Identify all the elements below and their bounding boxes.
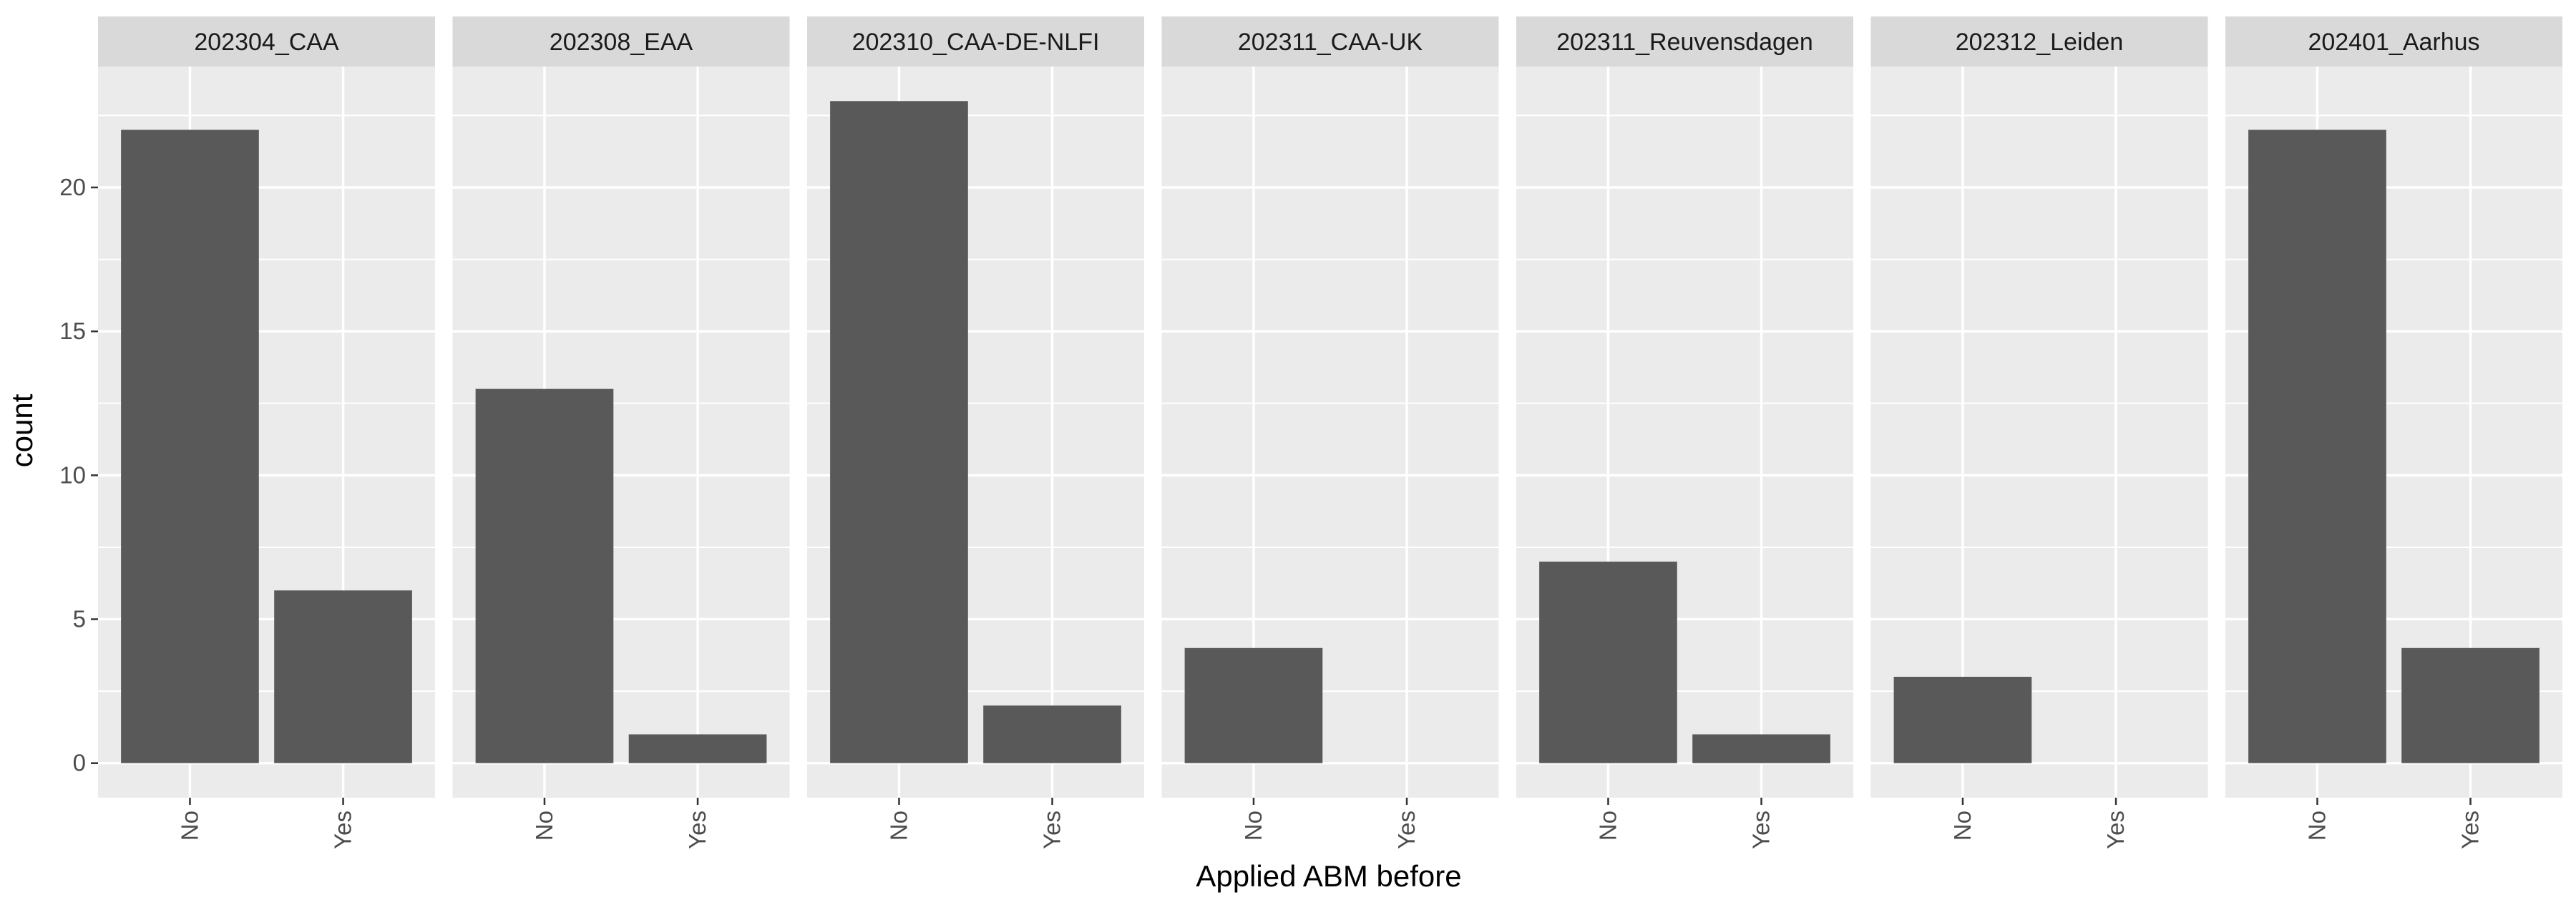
facet-strip — [1161, 16, 1499, 67]
bar — [2401, 647, 2540, 763]
facet-strip — [98, 16, 435, 67]
x-tick-label: Yes — [330, 811, 356, 849]
x-tick-label: No — [885, 811, 912, 841]
x-tick-label: No — [1949, 811, 1976, 841]
bar — [983, 705, 1121, 763]
facet-strip-label: 202304_CAA — [194, 29, 339, 56]
bar — [475, 388, 614, 763]
facet-strip — [1870, 16, 2208, 67]
y-tick-label: 10 — [59, 461, 86, 488]
bar — [1692, 734, 1830, 763]
bar — [1539, 562, 1677, 763]
bar — [2248, 129, 2386, 763]
facet-panel: 202312_Leiden No Yes — [1870, 16, 2208, 849]
x-axis-title: Applied ABM before — [1196, 859, 1461, 893]
facet-strip — [807, 16, 1144, 67]
x-tick-label: Yes — [1039, 811, 1065, 849]
facet-panel: 202401_Aarhus No Yes — [2225, 16, 2562, 849]
y-tick-label: 15 — [59, 318, 86, 344]
facet-strip — [1516, 16, 1853, 67]
x-tick-label: Yes — [684, 811, 711, 849]
y-tick-label: 0 — [73, 750, 86, 776]
x-tick-label: No — [176, 811, 203, 841]
facet-panel: 202304_CAA No Yes — [98, 16, 435, 849]
bar — [1893, 677, 2032, 763]
facet-strip-label: 202308_EAA — [550, 29, 693, 56]
facet-panel: 202308_EAA No Yes — [452, 16, 790, 849]
bar — [1184, 647, 1323, 763]
x-tick-label: Yes — [2102, 811, 2129, 849]
x-tick-label: Yes — [1748, 811, 1775, 849]
facet-strip-label: 202401_Aarhus — [2308, 29, 2479, 56]
bar — [830, 101, 968, 763]
facet-strip-label: 202310_CAA-DE-NLFI — [852, 29, 1100, 56]
facet-strip — [2225, 16, 2562, 67]
bar — [628, 734, 767, 763]
facet-strip — [452, 16, 790, 67]
y-tick-label: 5 — [73, 606, 86, 632]
facet-strip-label: 202312_Leiden — [1956, 29, 2123, 56]
facet-strip-label: 202311_CAA-UK — [1238, 29, 1423, 56]
x-tick-label: No — [1240, 811, 1267, 841]
x-tick-label: No — [531, 811, 557, 841]
facet-panel: 202311_CAA-UK No Yes — [1161, 16, 1499, 849]
x-tick-label: Yes — [2457, 811, 2484, 849]
y-tick-label: 20 — [59, 174, 86, 200]
y-axis: 0 5 10 15 20 — [59, 174, 98, 776]
x-tick-label: Yes — [1393, 811, 1420, 849]
facet-panel: 202310_CAA-DE-NLFI No Yes — [807, 16, 1144, 849]
bar — [274, 590, 412, 763]
x-tick-label: No — [2303, 811, 2330, 841]
y-axis-title: count — [5, 393, 39, 467]
x-tick-label: No — [1594, 811, 1621, 841]
facet-strip-label: 202311_Reuvensdagen — [1556, 29, 1813, 56]
facet-panel: 202311_Reuvensdagen No Yes — [1516, 16, 1853, 849]
bar — [121, 129, 259, 763]
